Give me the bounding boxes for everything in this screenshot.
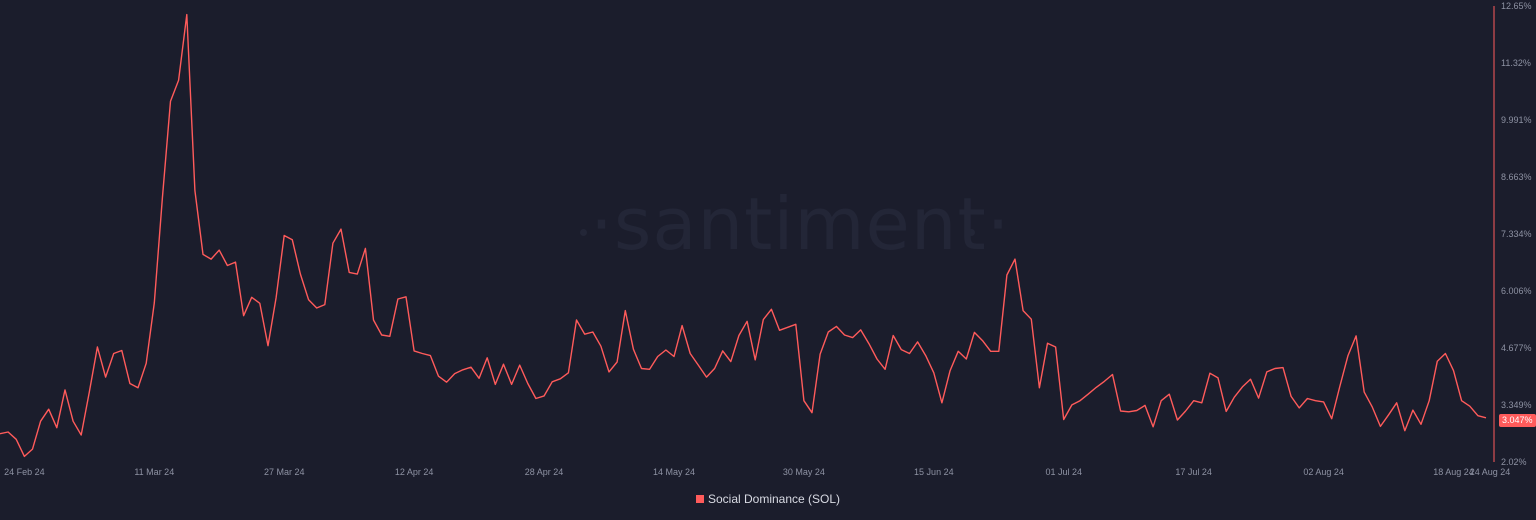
y-tick-label: 12.65% [1501,1,1532,11]
legend-swatch [695,495,704,503]
x-tick-label: 15 Jun 24 [914,467,954,477]
y-tick-label: 8.663% [1501,172,1532,182]
x-tick-label: 01 Jul 24 [1045,467,1082,477]
wm-dot-right [968,229,975,236]
x-tick-label: 12 Apr 24 [395,467,434,477]
x-tick-label: 17 Jul 24 [1175,467,1212,477]
x-tick-label: 11 Mar 24 [134,467,174,477]
y-tick-label: 6.006% [1501,286,1532,296]
y-tick-label: 3.349% [1501,400,1532,410]
wm-dot-left [580,229,587,236]
series-line-social-dominance [0,13,1487,458]
legend-label: Social Dominance (SOL) [707,492,841,506]
y-tick-label: 9.991% [1501,115,1532,125]
y-axis-ticks: 12.65% 11.32% 9.991% 8.663% 7.334% 6.006% 4.67… [1501,1,1532,467]
x-tick-label: 28 Apr 24 [525,467,564,477]
x-tick-label: 14 May 24 [653,467,695,477]
x-tick-label: 27 Mar 24 [264,467,305,477]
y-tick-label: 4.677% [1501,343,1532,353]
y-tick-label: 2.02% [1501,457,1527,467]
x-axis-ticks: 24 Feb 24 11 Mar 24 27 Mar 24 12 Apr 24 28 A… [4,467,1510,477]
y-tick-label: 7.334% [1501,229,1532,239]
y-tick-label: 11.32% [1501,58,1531,68]
x-tick-label: 30 May 24 [783,467,825,477]
x-tick-label: 18 Aug 24 [1433,467,1474,477]
legend[interactable]: Social Dominance (SOL) [0,492,1536,506]
x-tick-label: 24 Aug 24 [1470,467,1511,477]
x-tick-label: 24 Feb 24 [4,467,45,477]
last-value-badge: 3.047% [1499,414,1536,427]
x-tick-label: 02 Aug 24 [1303,467,1344,477]
watermark: ·santiment· [590,182,1011,266]
